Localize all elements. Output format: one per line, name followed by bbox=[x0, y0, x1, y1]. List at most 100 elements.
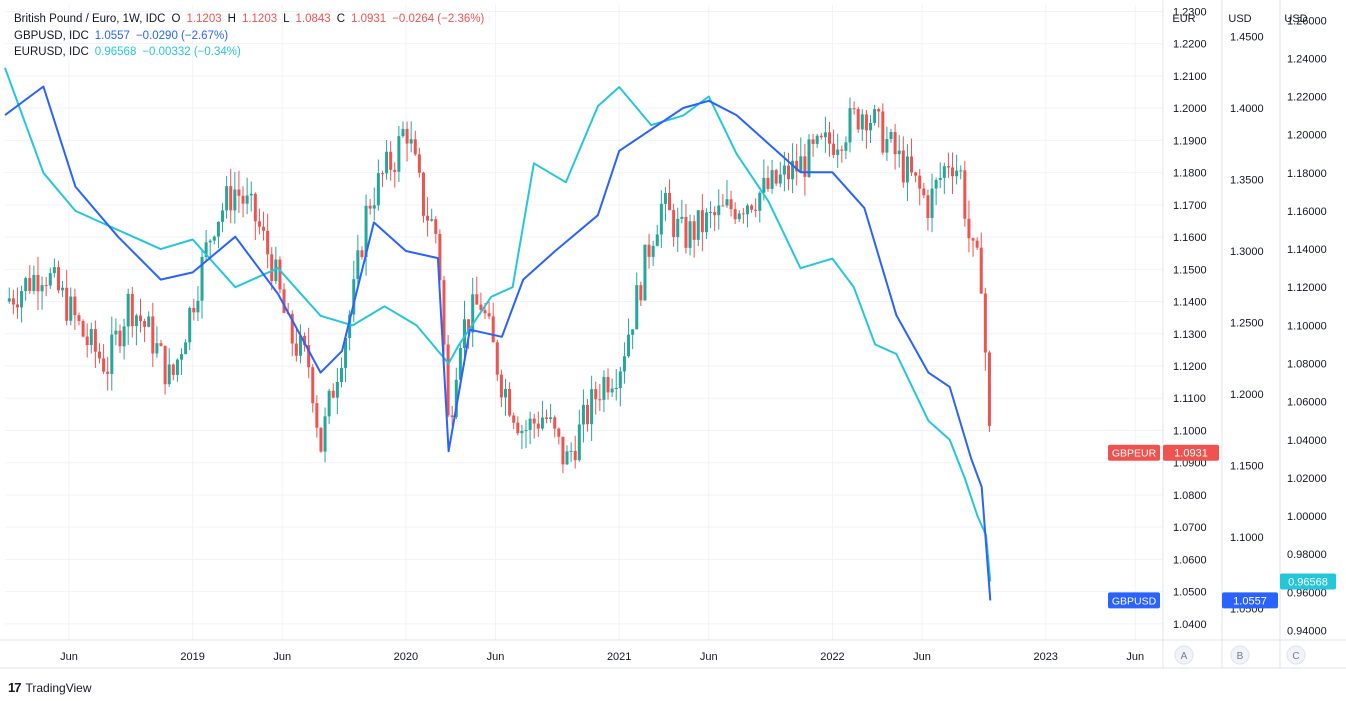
candle-body bbox=[11, 298, 15, 305]
candle-body bbox=[385, 151, 389, 174]
candle-body bbox=[901, 150, 905, 183]
candle-body bbox=[959, 170, 963, 172]
time-label-jun: Jun bbox=[60, 651, 78, 663]
candle-body bbox=[791, 160, 795, 180]
candle-body bbox=[635, 285, 639, 330]
eurusd-tick-1-16000: 1.16000 bbox=[1287, 206, 1327, 218]
candle-body bbox=[434, 219, 438, 234]
candle-body bbox=[668, 192, 672, 211]
candle-body bbox=[733, 209, 737, 220]
candle-body bbox=[32, 274, 36, 291]
eur-tick-1-2300: 1.2300 bbox=[1173, 6, 1207, 18]
gbpusd-tick-1-4000: 1.4000 bbox=[1230, 103, 1264, 115]
candle-body bbox=[614, 388, 618, 390]
candle-body bbox=[807, 139, 811, 177]
eur-tick-1-1100: 1.1100 bbox=[1173, 393, 1206, 405]
candle-body bbox=[967, 218, 971, 239]
eur-tick-1-2000: 1.2000 bbox=[1173, 103, 1207, 115]
candle-body bbox=[462, 319, 466, 348]
eurusd-tick-1-00000: 1.00000 bbox=[1287, 511, 1327, 523]
candle-body bbox=[877, 109, 881, 112]
candle-body bbox=[545, 417, 549, 419]
candle-body bbox=[692, 221, 696, 240]
eurusd-tick-1-24000: 1.24000 bbox=[1287, 53, 1327, 65]
candle-body bbox=[745, 205, 749, 215]
candle-body bbox=[188, 307, 192, 343]
candle-body bbox=[110, 334, 114, 374]
eurusd-tick-1-18000: 1.18000 bbox=[1287, 168, 1327, 180]
candle-body bbox=[627, 334, 631, 357]
candle-body bbox=[758, 192, 762, 211]
scale-c-button[interactable] bbox=[1286, 645, 1306, 665]
candle-body bbox=[926, 195, 930, 219]
scale-b-label: B bbox=[1237, 651, 1244, 662]
candle-body bbox=[192, 307, 196, 313]
candle-body bbox=[659, 203, 663, 235]
candle-body bbox=[655, 234, 659, 246]
candle-body bbox=[270, 254, 274, 282]
eurusd-badge-value: 0.96568 bbox=[1288, 576, 1328, 588]
candle-body bbox=[869, 122, 873, 131]
eurusd-tick-1-08000: 1.08000 bbox=[1287, 358, 1327, 370]
candle-body bbox=[717, 205, 721, 216]
candle-body bbox=[229, 186, 233, 211]
eur-tick-1-2100: 1.2100 bbox=[1173, 71, 1207, 83]
candle-body bbox=[442, 280, 446, 345]
candle-body bbox=[221, 210, 225, 222]
candle-body bbox=[335, 381, 339, 398]
candle-body bbox=[56, 267, 60, 291]
candle-body bbox=[405, 128, 409, 144]
candle-body bbox=[409, 139, 413, 144]
candle-body bbox=[663, 192, 667, 204]
candle-body bbox=[561, 436, 565, 465]
candle-body bbox=[721, 205, 725, 207]
scale-a-button[interactable] bbox=[1174, 645, 1194, 665]
eurusd-tick-1-22000: 1.22000 bbox=[1287, 92, 1327, 104]
candle-body bbox=[885, 139, 889, 153]
candle-body bbox=[257, 221, 261, 227]
candle-body bbox=[495, 342, 499, 375]
time-label-2021: 2021 bbox=[607, 651, 631, 663]
candle-body bbox=[684, 216, 688, 248]
candle-body bbox=[942, 166, 946, 178]
time-label-jun: Jun bbox=[913, 651, 931, 663]
candle-body bbox=[508, 389, 512, 416]
candle-body bbox=[61, 287, 65, 291]
candle-body bbox=[762, 177, 766, 193]
chart-legend: British Pound / Euro, 1W, IDC O 1.1203 H 1.1… bbox=[14, 11, 490, 61]
legend-gbpeur-change: −0.0264 (−2.36%) bbox=[392, 13, 485, 25]
candle-body bbox=[540, 417, 544, 429]
candle-body bbox=[622, 356, 626, 372]
candle-body bbox=[524, 429, 528, 431]
candle-body bbox=[77, 315, 81, 321]
eur-tick-1-0800: 1.0800 bbox=[1173, 490, 1207, 502]
gbpusd-tick-1-1000: 1.1000 bbox=[1230, 532, 1264, 544]
candle-body bbox=[130, 293, 134, 327]
candle-body bbox=[200, 256, 204, 301]
time-label-2022: 2022 bbox=[820, 651, 844, 663]
candle-body bbox=[274, 259, 278, 282]
candle-body bbox=[307, 345, 311, 368]
candle-body bbox=[750, 205, 754, 210]
candle-body bbox=[40, 285, 44, 292]
candle-body bbox=[15, 304, 19, 308]
candle-body bbox=[147, 316, 151, 327]
candle-body bbox=[504, 389, 508, 398]
candle-body bbox=[143, 321, 147, 327]
eurusd-tick-0-96000: 0.96000 bbox=[1287, 587, 1327, 599]
scale-a-label: A bbox=[1181, 651, 1188, 662]
candle-body bbox=[48, 273, 52, 286]
candle-body bbox=[208, 240, 212, 243]
candle-body bbox=[528, 418, 532, 430]
tradingview-logo-icon: 17 bbox=[8, 680, 22, 695]
candle-body bbox=[114, 330, 118, 335]
gbpeur-badge-label-bg bbox=[1108, 444, 1160, 461]
eur-tick-1-0400: 1.0400 bbox=[1173, 619, 1207, 631]
scale-b-button[interactable] bbox=[1230, 645, 1250, 665]
candle-body bbox=[930, 188, 934, 219]
candle-body bbox=[376, 173, 380, 206]
tradingview-footer[interactable]: 17 TradingView bbox=[8, 680, 92, 695]
candle-body bbox=[951, 167, 955, 177]
legend-gbpeur-name: British Pound / Euro, 1W, IDC bbox=[14, 13, 166, 25]
